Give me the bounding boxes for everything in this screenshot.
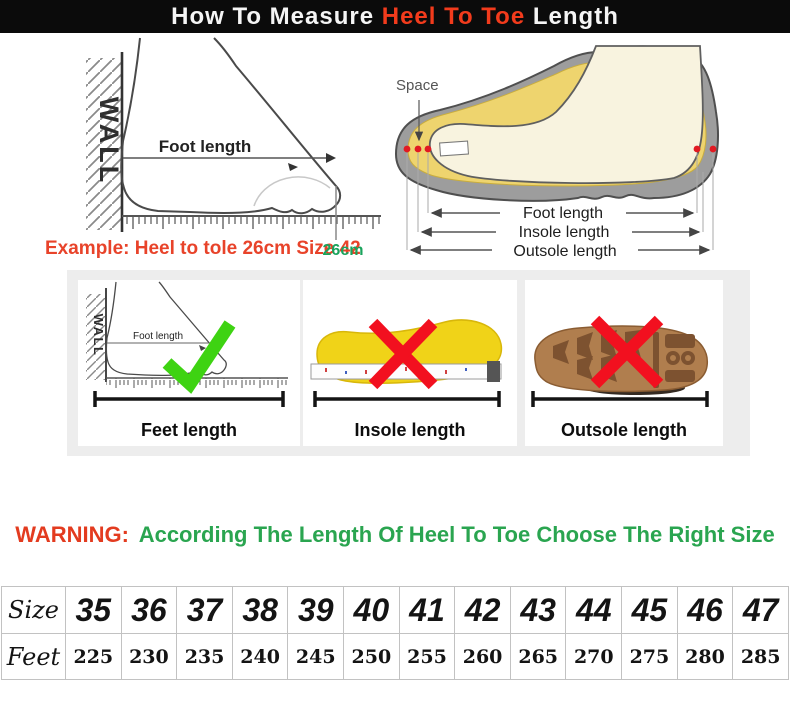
mini-wall: WALL: [86, 288, 107, 382]
size-cell: 40: [343, 586, 400, 634]
size-cell: 42: [454, 586, 511, 634]
warning-line: WARNING: According The Length Of Heel To…: [0, 522, 790, 548]
foot-length-label: Foot length: [159, 137, 252, 156]
size-cell: 37: [176, 586, 233, 634]
feet-cell: 265: [509, 633, 567, 680]
size-row-label: Size: [1, 586, 66, 634]
foot-outline: [120, 37, 342, 215]
ball-of-foot-arc: [253, 176, 331, 207]
space-label: Space: [396, 77, 439, 94]
measuring-tape: [310, 361, 502, 382]
measure-bracket: [93, 391, 285, 407]
size-row: Size 35 36 37 38 39 40 41 42 43 44 45 46…: [1, 586, 789, 634]
feet-cell: 260: [454, 633, 511, 680]
feet-cell: 255: [398, 633, 456, 680]
size-cell: 35: [65, 586, 122, 634]
red-cross-icon: [590, 315, 664, 389]
outsole-length-panel: Outsole length: [525, 280, 723, 446]
feet-cell: 285: [732, 633, 789, 680]
size-cell: 47: [732, 586, 789, 634]
size-cell: 39: [287, 586, 345, 634]
title-text-suffix: Length: [525, 2, 619, 30]
size-cell: 43: [509, 586, 567, 634]
feet-length-panel: WALL Foot length Feet length: [78, 280, 300, 446]
feet-row-label: Feet: [1, 633, 66, 680]
feet-row: Feet 225 230 235 240 245 250 255 260 265…: [1, 633, 789, 680]
heel-circle: [670, 355, 676, 361]
foot-inside-shoe: [429, 45, 704, 184]
size-cell: 46: [676, 586, 734, 634]
measure-dots: [403, 145, 717, 153]
ruler-measurement: 26cm: [322, 242, 364, 259]
space-dimension: Space: [396, 77, 439, 142]
method-panels: WALL Foot length Feet length: [67, 270, 750, 456]
size-cell: 36: [120, 586, 178, 634]
red-cross-icon: [368, 318, 438, 390]
outsole-length-label: Outsole length: [513, 243, 616, 260]
feet-cell: 230: [120, 633, 178, 680]
feet-cell: 270: [565, 633, 623, 680]
title-bar: How To Measure Heel To Toe Length: [0, 0, 790, 33]
size-cell: 41: [398, 586, 456, 634]
mini-wall-label: WALL: [91, 314, 106, 357]
toe-gap-notch: [439, 140, 469, 157]
mid-arrow: [288, 163, 298, 171]
wall-hatching: [86, 58, 122, 230]
ruler: [122, 215, 381, 231]
shoe-cross-section-diagram: Space Foot length Insole length Outsole …: [394, 45, 719, 260]
panel-caption: Outsole length: [561, 420, 687, 440]
foot-length-label: Foot length: [523, 205, 603, 222]
feet-cell: 240: [231, 633, 289, 680]
feet-cell: 275: [621, 633, 678, 680]
wall-label: WALL: [94, 97, 124, 185]
panel-caption: Feet length: [140, 420, 237, 440]
title-highlight: Heel To Toe: [381, 2, 526, 30]
warning-label: WARNING:: [15, 522, 129, 547]
size-cell: 44: [565, 586, 623, 634]
feet-cell: 280: [676, 633, 734, 680]
measure-bracket: [313, 391, 501, 407]
dimension-lines: [409, 208, 711, 255]
size-cell: 38: [231, 586, 289, 634]
size-cell: 45: [621, 586, 678, 634]
foot-measure-diagram: WALL Foot length: [86, 37, 381, 240]
dimension-labels: Foot length Insole length Outsole length: [513, 205, 616, 260]
insole-length-art: [310, 318, 503, 407]
panel-caption: Insole length: [354, 420, 466, 440]
title-text: How To Measure: [171, 2, 382, 30]
wall: WALL: [86, 52, 124, 232]
outsole-length-art: [531, 315, 709, 407]
measure-bracket: [531, 391, 709, 407]
feet-length-art: WALL Foot length: [86, 281, 288, 407]
insole-length-label: Insole length: [519, 224, 610, 241]
feet-cell: 225: [65, 633, 122, 680]
green-checkmark-icon: [162, 320, 236, 394]
mini-foot-length-label: Foot length: [133, 331, 183, 342]
foot-length-dimension: Foot length: [123, 137, 336, 171]
feet-cell: 235: [176, 633, 233, 680]
warning-text: According The Length Of Heel To Toe Choo…: [133, 522, 775, 547]
insole-length-panel: Insole length: [303, 280, 517, 446]
example-text: Example: Heel to tole 26cm Size 42: [45, 238, 361, 259]
heel-circle: [685, 355, 691, 361]
size-chart-table: Size 35 36 37 38 39 40 41 42 43 44 45 46…: [1, 586, 789, 680]
projection-lines: [406, 153, 714, 250]
feet-cell: 245: [287, 633, 345, 680]
feet-cell: 250: [343, 633, 400, 680]
